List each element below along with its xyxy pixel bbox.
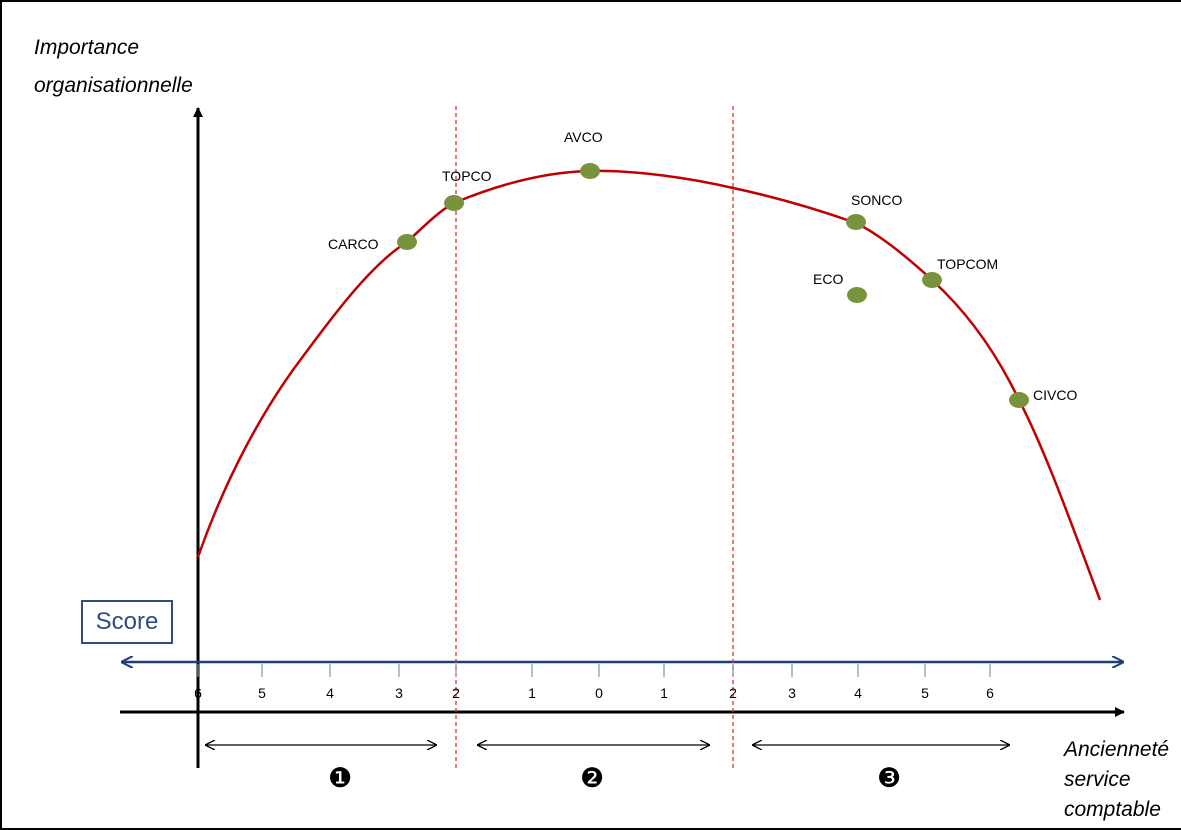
point-eco	[847, 287, 867, 303]
score-tick-label: 2	[452, 685, 460, 701]
point-topcom	[922, 272, 942, 288]
point-civco	[1009, 392, 1029, 408]
zone-2-number: ❷	[580, 763, 604, 794]
label-civco: CIVCO	[1033, 387, 1077, 403]
point-carco	[397, 234, 417, 250]
score-label: Score	[95, 608, 159, 635]
x-axis-label-line1: Ancienneté	[1064, 738, 1170, 761]
point-sonco	[846, 214, 866, 230]
score-tick-label: 2	[729, 685, 737, 701]
score-label-box: Score	[81, 600, 173, 644]
label-topco: TOPCO	[442, 168, 492, 184]
score-tick-label: 5	[921, 685, 929, 701]
point-avco	[580, 163, 600, 179]
label-sonco: SONCO	[851, 192, 902, 208]
x-axis-label-line2: service	[1064, 768, 1131, 791]
score-tick-label: 5	[258, 685, 266, 701]
score-tick-label: 3	[395, 685, 403, 701]
label-eco: ECO	[813, 271, 843, 287]
score-tick-marks	[197, 664, 991, 677]
label-carco: CARCO	[328, 236, 379, 252]
score-tick-label: 1	[660, 685, 668, 701]
importance-curve	[196, 169, 1102, 601]
zone-1-number: ❶	[328, 763, 352, 794]
point-topco	[444, 195, 464, 211]
score-tick-label: 4	[326, 685, 334, 701]
zone-3-number: ❸	[877, 763, 901, 794]
entity-points	[397, 163, 1029, 408]
y-axis-label-line1: Importance	[34, 36, 140, 59]
score-tick-label: 6	[986, 685, 994, 701]
x-axis-label-line3: comptable	[1064, 798, 1161, 821]
score-tick-label: 6	[194, 685, 202, 701]
score-tick-label: 1	[528, 685, 536, 701]
score-tick-label: 4	[854, 685, 862, 701]
score-tick-label: 3	[788, 685, 796, 701]
label-topcom: TOPCOM	[937, 256, 998, 272]
score-tick-label: 0	[595, 685, 603, 701]
label-avco: AVCO	[564, 129, 603, 145]
y-axis-label-line2: organisationnelle	[34, 74, 193, 97]
